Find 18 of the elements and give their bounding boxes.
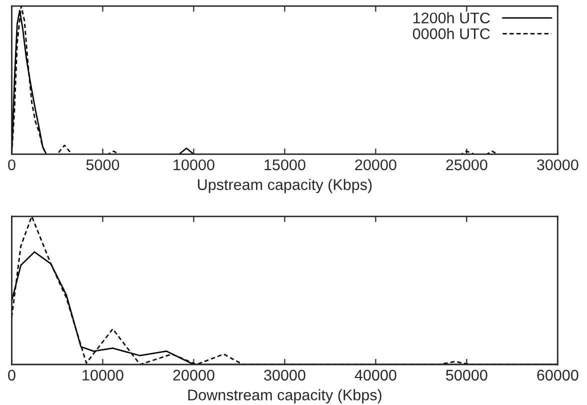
- x-tick-label: 10000: [82, 370, 124, 381]
- x-tick-label: 15000: [264, 159, 306, 170]
- x-tick-label: 30000: [536, 159, 578, 170]
- x-tick-label: 60000: [537, 370, 578, 381]
- x-tick-label: 5000: [86, 159, 120, 170]
- x-tick-label: 25000: [446, 159, 488, 170]
- x-axis-title: Downstream capacity (Kbps): [188, 389, 382, 404]
- x-axis-title: Upstream capacity (Kbps): [198, 178, 372, 194]
- legend-label: 0000h UTC: [412, 28, 490, 40]
- x-tick-label: 0: [8, 370, 16, 381]
- x-tick-label: 50000: [446, 370, 488, 381]
- x-tick-label: 40000: [354, 370, 396, 381]
- x-tick-label: 10000: [174, 159, 214, 170]
- x-tick-label: 20000: [355, 159, 396, 170]
- x-tick-label: 20000: [173, 370, 214, 381]
- legend-label: 1200h UTC: [413, 12, 490, 24]
- x-tick-label: 30000: [264, 370, 306, 381]
- x-tick-label: 0: [8, 159, 16, 170]
